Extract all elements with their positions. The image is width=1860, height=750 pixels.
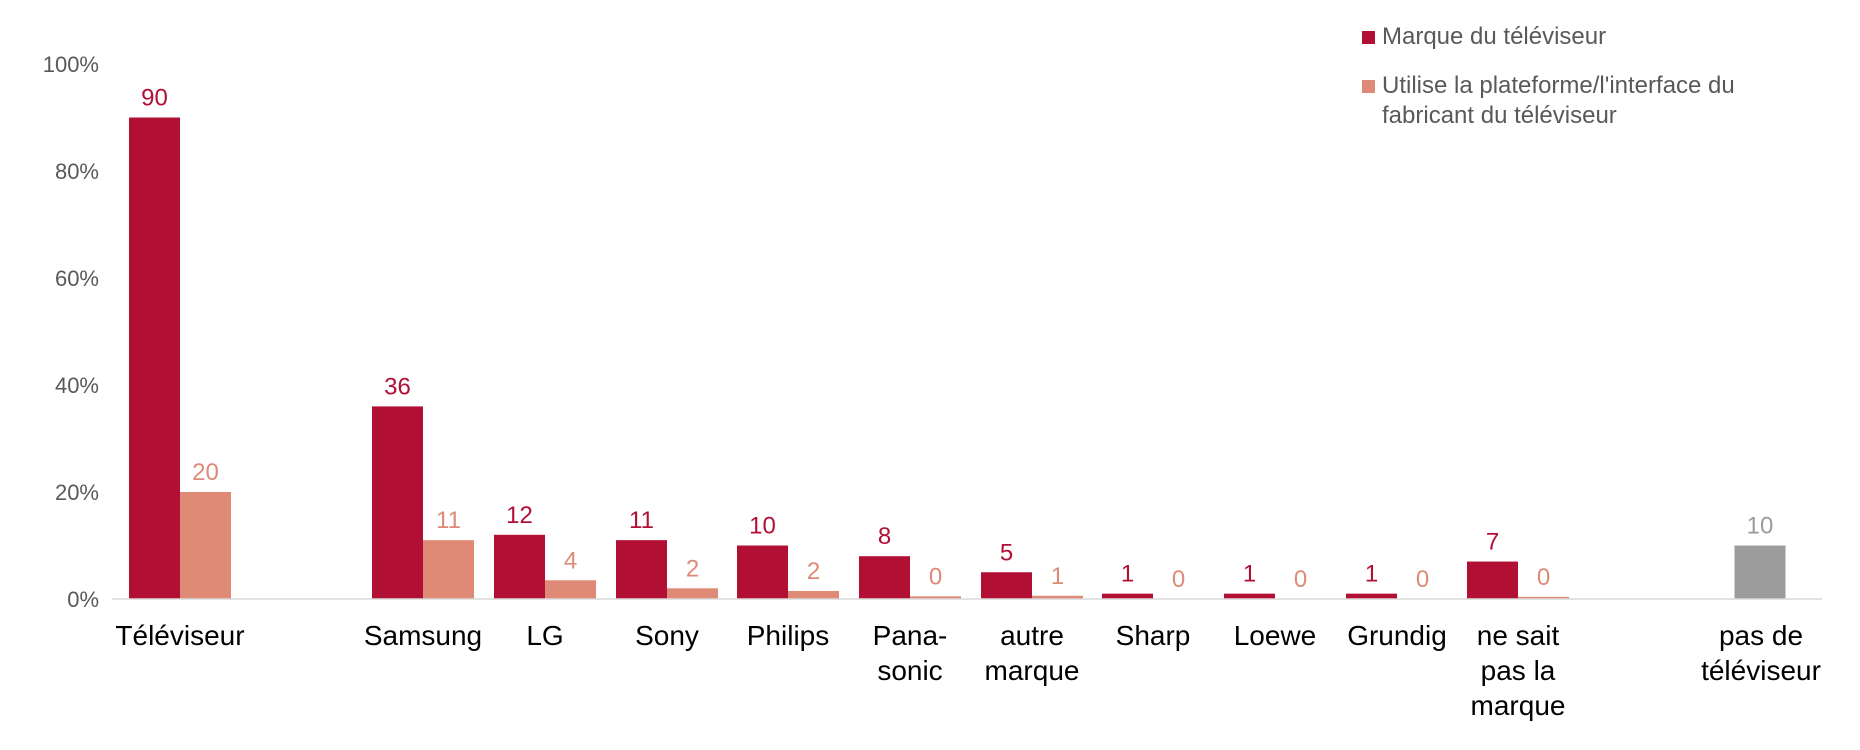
data-label: 11 [436, 507, 461, 534]
x-tick-label: Grundig [1347, 620, 1447, 651]
x-tick-label: LG [526, 620, 563, 651]
y-tick-label: 20% [55, 480, 99, 505]
data-label: 1 [1243, 561, 1256, 588]
data-label: 2 [807, 558, 820, 585]
data-label: 10 [1747, 513, 1774, 540]
data-label: 0 [1294, 566, 1307, 593]
bar [1032, 595, 1083, 599]
x-tick-label: Samsung [364, 620, 482, 651]
data-label: 0 [1416, 566, 1429, 593]
data-label: 1 [1365, 561, 1378, 588]
bars [129, 117, 1786, 599]
legend: Marque du téléviseur Utilise la plateform… [1362, 23, 1735, 129]
legend-label: Marque du téléviseur [1382, 23, 1606, 50]
x-tick-label: Loewe [1234, 620, 1317, 651]
y-tick-label: 80% [55, 159, 99, 184]
bar [1467, 561, 1518, 599]
x-tick-label: autre [1000, 620, 1064, 651]
data-label: 2 [686, 555, 699, 582]
x-tick-label: marque [985, 655, 1080, 686]
bar [667, 588, 718, 599]
x-tick-label: sonic [877, 655, 942, 686]
data-label: 11 [629, 507, 654, 534]
data-label: 20 [192, 459, 219, 486]
data-label: 7 [1486, 529, 1499, 556]
legend-swatch [1362, 31, 1375, 44]
x-tick-label: ne sait [1477, 620, 1560, 651]
bar [910, 596, 961, 599]
x-axis-labels: Téléviseur Samsung LG Sony Philips Pana-sonic… [115, 620, 1821, 721]
data-label: 0 [1172, 566, 1185, 593]
bar [494, 534, 545, 599]
bar [129, 117, 180, 599]
x-tick-label: téléviseur [1701, 655, 1821, 686]
x-tick-label: pas de [1719, 620, 1803, 651]
x-tick-label: marque [1471, 690, 1566, 721]
bar [1518, 596, 1569, 599]
bar [545, 580, 596, 599]
bar [616, 540, 667, 599]
data-label: 36 [384, 373, 411, 400]
bar [1224, 593, 1275, 599]
x-tick-label: Pana- [873, 620, 948, 651]
x-tick-label: pas la [1481, 655, 1556, 686]
x-tick-label: Sony [635, 620, 699, 651]
x-tick-label: Téléviseur [115, 620, 244, 651]
data-label: 12 [506, 502, 533, 529]
bar [180, 492, 231, 599]
x-tick-label: Sharp [1116, 620, 1191, 651]
bar [788, 590, 839, 599]
bar [1734, 545, 1786, 599]
bar [423, 540, 474, 599]
data-label: 90 [141, 85, 168, 112]
bar [1102, 593, 1153, 599]
data-label: 1 [1051, 563, 1064, 590]
data-label: 1 [1121, 561, 1134, 588]
legend-swatch [1362, 80, 1375, 93]
bar [737, 545, 788, 599]
legend-label: Utilise la plateforme/l'interface du [1382, 72, 1735, 99]
data-label: 10 [749, 513, 776, 540]
y-tick-label: 100% [43, 52, 99, 77]
y-tick-label: 40% [55, 373, 99, 398]
y-tick-label: 0% [67, 587, 99, 612]
y-tick-label: 60% [55, 266, 99, 291]
data-label: 0 [929, 563, 942, 590]
x-tick-label: Philips [747, 620, 829, 651]
bar [981, 572, 1032, 599]
bar [859, 556, 910, 599]
data-label: 8 [878, 523, 891, 550]
bar [372, 406, 423, 599]
data-label: 0 [1537, 564, 1550, 591]
data-label: 4 [564, 547, 577, 574]
bar [1346, 593, 1397, 599]
legend-label: fabricant du téléviseur [1382, 102, 1617, 129]
y-axis: 0% 20% 40% 60% 80% 100% [43, 52, 99, 612]
data-label: 5 [1000, 539, 1013, 566]
